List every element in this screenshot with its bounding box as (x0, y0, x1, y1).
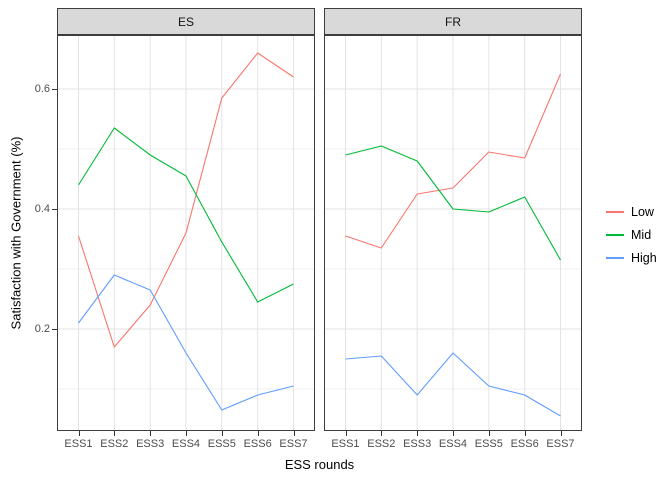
legend-item-high: High (606, 246, 657, 269)
line-mid-es (78, 127, 294, 303)
legend-item-mid: Mid (606, 223, 657, 246)
x-tick-label: ESS1 (64, 438, 93, 450)
y-tick-mark (52, 209, 57, 210)
x-tick-label: ESS2 (100, 438, 129, 450)
x-tick-mark (150, 431, 152, 436)
facet-strip-label: FR (445, 14, 461, 29)
x-tick-mark (453, 431, 454, 436)
x-tick-mark (560, 431, 562, 436)
legend-label: Mid (631, 227, 652, 242)
legend-label: High (631, 250, 657, 265)
x-tick-mark (417, 431, 419, 436)
x-tick-label: ESS6 (243, 438, 272, 450)
x-tick-label: ESS4 (438, 438, 468, 450)
line-high-fr (345, 352, 561, 417)
x-tick-label: ESS4 (171, 438, 201, 450)
x-tick-label: ESS5 (207, 438, 236, 450)
y-tick-mark (52, 329, 57, 330)
panel-fr (324, 35, 582, 431)
x-tick-label: ESS7 (279, 438, 308, 450)
y-axis-title: Satisfaction with Government (%) (8, 136, 24, 330)
y-tick-label: 0.6 (34, 83, 50, 95)
panel-border (57, 35, 315, 431)
legend-line-swatch (606, 210, 624, 213)
x-tick-label: ESS6 (510, 438, 539, 450)
facet-strip-label: ES (177, 14, 194, 29)
legend-line-swatch (606, 233, 624, 236)
x-tick-label: ESS5 (474, 438, 503, 450)
y-tick-mark (52, 89, 57, 90)
panel-es (57, 35, 315, 431)
y-tick-label: 0.4 (34, 203, 50, 215)
x-tick-mark (488, 431, 490, 436)
line-mid-fr (345, 145, 561, 261)
x-tick-label: ESS2 (367, 438, 396, 450)
x-tick-mark (78, 431, 80, 436)
line-high-es (78, 274, 294, 411)
facet-strip-fr: FR (324, 8, 582, 35)
x-tick-mark (186, 431, 187, 436)
x-tick-mark (524, 431, 526, 436)
x-tick-mark (221, 431, 223, 436)
legend-item-low: Low (606, 200, 657, 223)
x-tick-label: ESS7 (546, 438, 575, 450)
x-tick-mark (345, 431, 347, 436)
facet-strip-es: ES (57, 8, 315, 35)
legend-line-swatch (606, 256, 624, 259)
x-axis-title: ESS rounds (284, 457, 355, 472)
y-tick-label: 0.2 (34, 323, 50, 335)
legend: Low Mid High (606, 200, 657, 269)
legend-label: Low (631, 204, 654, 219)
x-tick-mark (257, 431, 259, 436)
line-low-fr (345, 73, 562, 249)
x-tick-label: ESS3 (403, 438, 432, 450)
line-low-es (77, 52, 294, 348)
panel-border (324, 35, 582, 431)
x-tick-mark (293, 431, 295, 436)
x-tick-mark (381, 431, 383, 436)
x-tick-mark (114, 431, 116, 436)
x-tick-label: ESS3 (136, 438, 165, 450)
x-tick-label: ESS1 (331, 438, 360, 450)
